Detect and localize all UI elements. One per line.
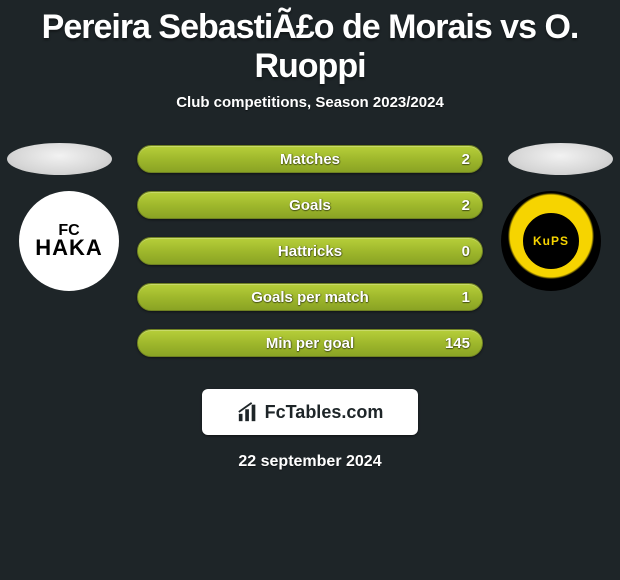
player-photo-right	[508, 143, 613, 175]
stat-label: Matches	[138, 146, 482, 172]
stat-bar: Goals2	[137, 191, 483, 219]
stat-label: Goals per match	[138, 284, 482, 310]
comparison-stage: FC HAKA KuPS Matches2Goals2Hattricks0Goa…	[0, 133, 620, 383]
stat-label: Hattricks	[138, 238, 482, 264]
stat-bars: Matches2Goals2Hattricks0Goals per match1…	[137, 145, 483, 375]
stat-bar: Hattricks0	[137, 237, 483, 265]
stat-value-right: 145	[445, 330, 470, 356]
stat-value-right: 1	[462, 284, 470, 310]
club-logo-left: FC HAKA	[19, 191, 119, 291]
footer-date: 22 september 2024	[0, 453, 620, 471]
club-logo-right-text: KuPS	[533, 234, 569, 248]
stat-value-right: 0	[462, 238, 470, 264]
page-title: Pereira SebastiÃ£o de Morais vs O. Ruopp…	[0, 0, 620, 88]
stat-bar: Min per goal145	[137, 329, 483, 357]
brand-text: FcTables.com	[265, 402, 384, 423]
stat-value-right: 2	[462, 192, 470, 218]
player-photo-left	[7, 143, 112, 175]
stat-label: Min per goal	[138, 330, 482, 356]
stat-bar: Goals per match1	[137, 283, 483, 311]
club-logo-right: KuPS	[501, 191, 601, 291]
stat-bar: Matches2	[137, 145, 483, 173]
page-subtitle: Club competitions, Season 2023/2024	[0, 94, 620, 111]
bar-chart-icon	[237, 401, 259, 423]
stat-value-right: 2	[462, 146, 470, 172]
stat-label: Goals	[138, 192, 482, 218]
club-logo-left-line2: HAKA	[35, 238, 103, 258]
brand-box: FcTables.com	[202, 389, 418, 435]
